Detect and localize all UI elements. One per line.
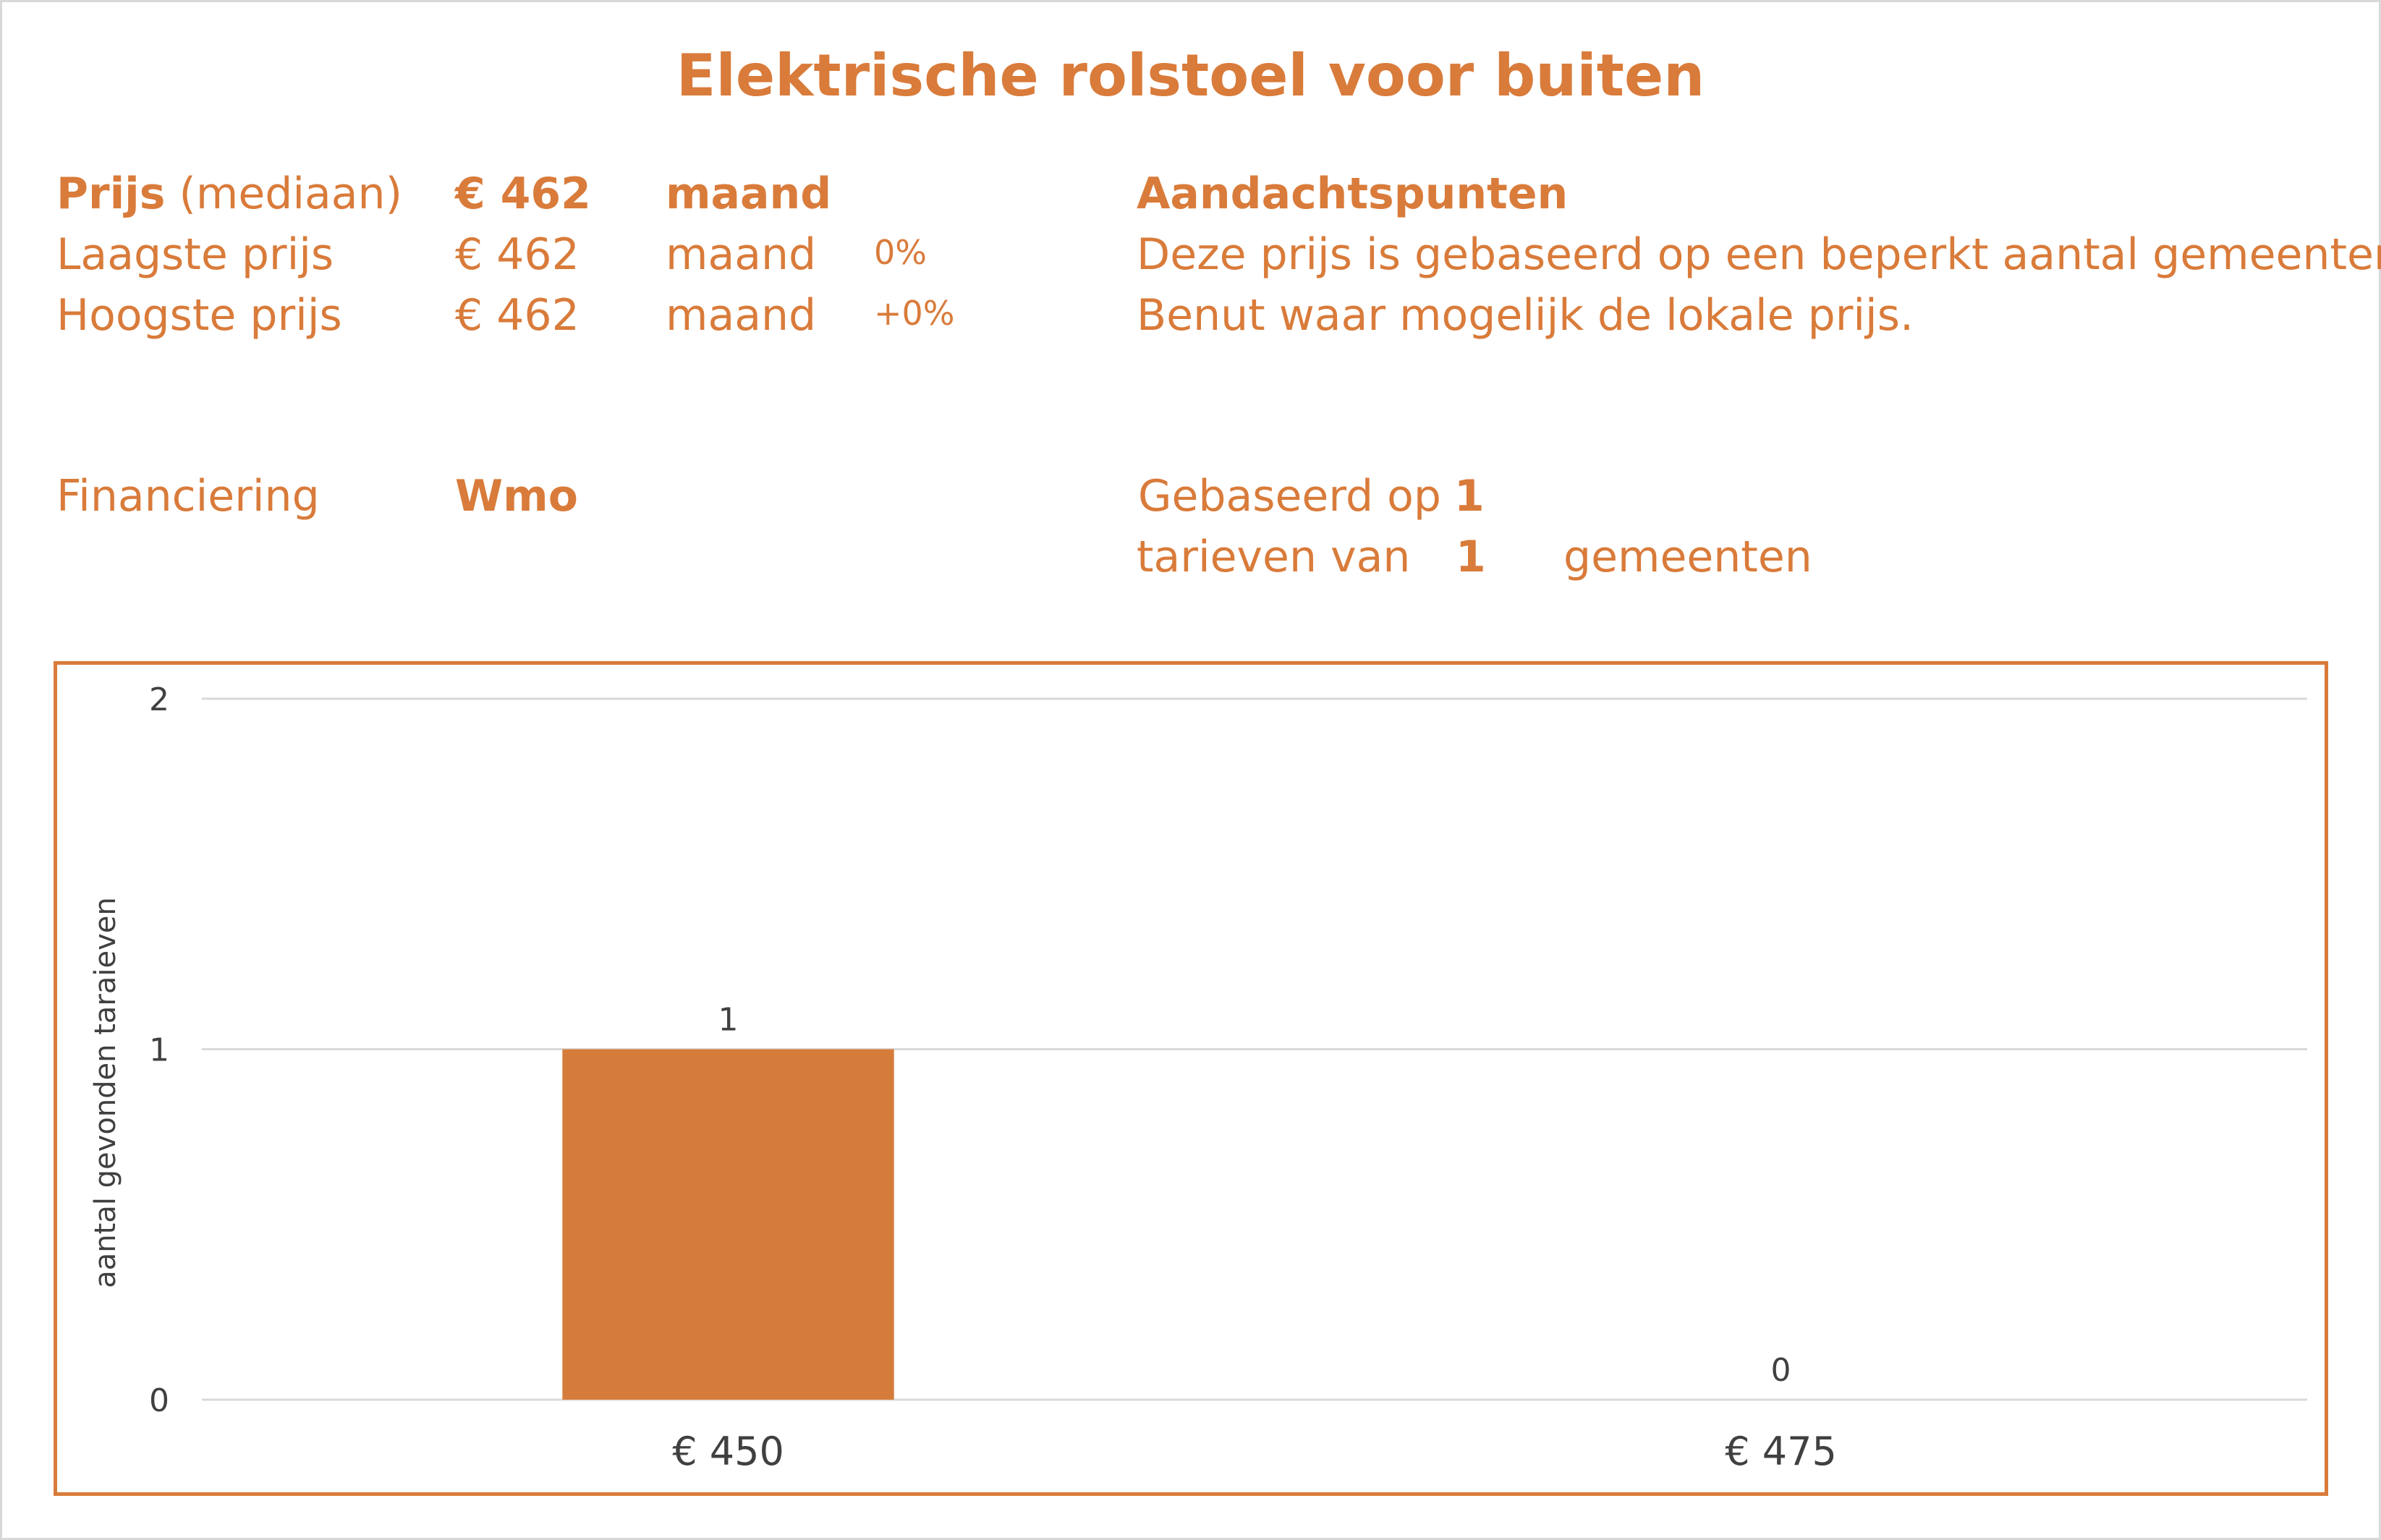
financing-value: Wmo: [455, 471, 578, 522]
notes-heading: Aandachtspunten: [1137, 169, 1569, 219]
price-label-suffix: (mediaan): [179, 169, 403, 219]
financing-label: Financiering: [56, 471, 320, 522]
x-tick-label: € 475: [1725, 1429, 1837, 1474]
notes-line-2: Benut waar mogelijk de lokale prijs.: [1137, 290, 1914, 341]
median-price-value: € 462: [455, 169, 591, 219]
tariffs-label: tarieven van: [1137, 532, 1411, 582]
y-tick-label: 2: [149, 681, 169, 718]
lowest-price-pct: 0%: [874, 233, 927, 272]
y-tick-label: 0: [149, 1382, 169, 1419]
y-tick-label: 1: [149, 1032, 169, 1069]
highest-price-pct: +0%: [874, 294, 955, 333]
highest-price-unit: maand: [666, 290, 817, 341]
bar: [562, 1049, 894, 1400]
notes-line-1: Deze prijs is gebaseerd op een beperkt a…: [1137, 229, 2381, 280]
bar-chart: 0 1 2 1 € 450 0 € 475 aantal gevonden taraieven: [89, 681, 2307, 1474]
municipalities-label: gemeenten: [1563, 532, 1812, 582]
based-on-label: Gebaseerd op: [1138, 471, 1441, 522]
lowest-price-value: € 462: [455, 229, 580, 280]
chart-container: 0 1 2 1 € 450 0 € 475 aantal gevonden taraieven: [54, 661, 2328, 1496]
price-label: Prijs: [56, 169, 166, 219]
highest-price-value: € 462: [455, 290, 580, 341]
y-axis-label: aantal gevonden taraieven: [89, 897, 122, 1288]
data-label: 1: [718, 1002, 739, 1039]
highest-price-label: Hoogste prijs: [56, 290, 342, 341]
median-price-unit: maand: [666, 169, 832, 219]
based-on-value: 1: [1454, 471, 1485, 522]
price-label-row: Prijs (mediaan): [56, 169, 402, 219]
x-tick-label: € 450: [672, 1429, 784, 1474]
lowest-price-unit: maand: [666, 229, 817, 280]
lowest-price-label: Laagste prijs: [56, 229, 334, 280]
data-label: 0: [1771, 1352, 1791, 1389]
municipalities-count: 1: [1456, 532, 1486, 582]
page-title: Elektrische rolstoel voor buiten: [676, 42, 1705, 109]
